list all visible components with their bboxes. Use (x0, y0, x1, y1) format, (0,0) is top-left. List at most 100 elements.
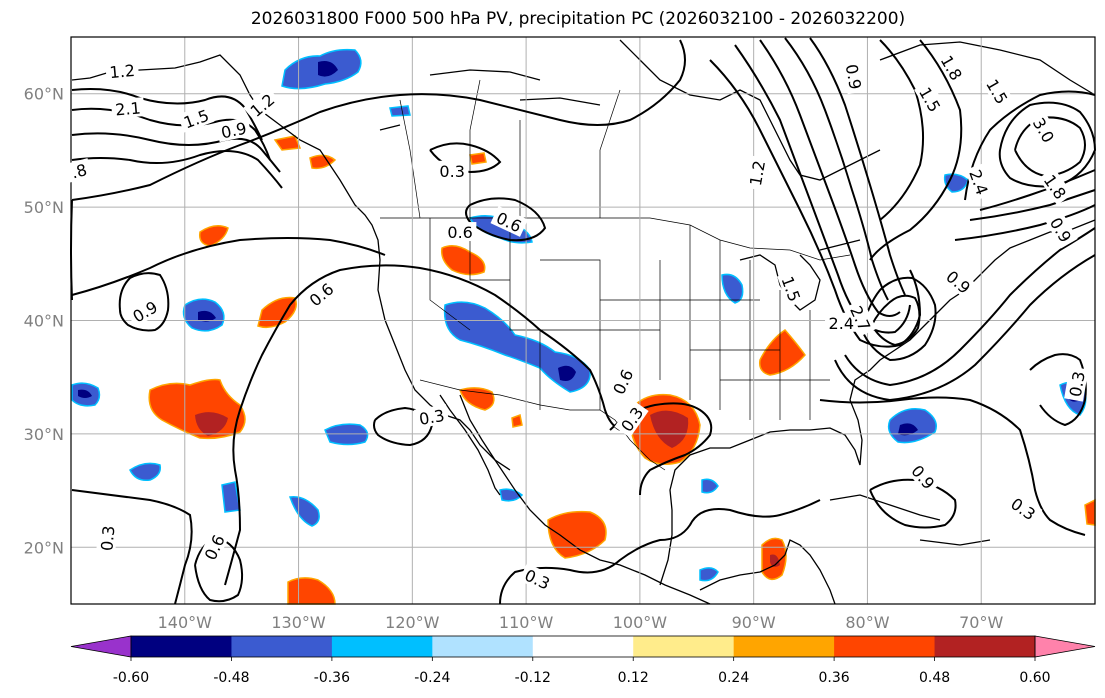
contour-low-6 (954, 204, 1096, 241)
core-atlantic (898, 423, 918, 436)
contour-alaska-4 (71, 150, 283, 189)
colorbar: -0.60 -0.48 -0.36 -0.24 -0.12 0.12 0.24 0.36 0.4… (70, 635, 1096, 686)
contour-label-bg (614, 400, 649, 438)
shade-ab-pos (469, 152, 487, 165)
contour-0p9-pacific (118, 272, 170, 332)
contour-trough-11 (879, 39, 924, 221)
colorbar-label: 0.36 (819, 670, 850, 686)
colorbar-label: 0.24 (718, 670, 749, 686)
core-sw-us (558, 365, 576, 381)
contour-label-bg (243, 86, 281, 123)
lon-label: 90°W (732, 613, 776, 632)
shade-bc-neg (389, 105, 411, 117)
contour-low-1 (998, 101, 1097, 188)
contour-label: 0.9 (842, 58, 867, 95)
lat-label: 20°N (24, 538, 64, 557)
lon-label: 110°W (499, 613, 554, 632)
coastline-west (71, 54, 711, 605)
contour-label-text: 2.4 (829, 314, 854, 333)
colorbar-segment (131, 636, 232, 657)
core-alaska (318, 61, 338, 77)
contour-0p6-ridge (71, 237, 386, 296)
precipitation-shading (71, 48, 1096, 605)
colorbar-over-triangle (1034, 635, 1096, 658)
shade-mx2-pos (511, 413, 523, 428)
contour-label-bg (1004, 491, 1043, 526)
contour-label: 1.5 (177, 103, 215, 133)
contour-trough-7 (871, 294, 921, 347)
shade-pacific-47n-pos (198, 225, 229, 247)
lon-label: 140°W (158, 613, 213, 632)
contour-label-bg (940, 263, 978, 300)
lon-label: 70°W (959, 613, 1003, 632)
contour-trough-9 (834, 254, 1096, 402)
colorbar-segment (331, 636, 433, 657)
contour-0p6-arc (224, 264, 621, 586)
colorbar-segment (432, 636, 534, 657)
colorbar-label: 0.12 (618, 670, 649, 686)
map-title: 2026031800 F000 500 hPa PV, precipitatio… (250, 9, 906, 29)
contour-label-bg (935, 48, 969, 87)
colorbar-label: -0.48 (213, 670, 249, 686)
contour-low-5 (969, 189, 1096, 221)
contour-label-bg (606, 362, 638, 401)
contour-0p3-big (70, 199, 193, 605)
colorbar-segment (231, 636, 333, 657)
contour-label-bg (777, 270, 807, 308)
contour-label-bg (914, 80, 947, 118)
coastline-hudson (619, 39, 1096, 181)
colorbar-segment (633, 636, 735, 657)
colorbar-segment (834, 636, 936, 657)
core-pacific-32n (195, 412, 228, 436)
contour-label-bg (105, 59, 140, 82)
colorbar-segment (733, 636, 835, 657)
contour-0p9-carib (869, 478, 957, 529)
shade-pacific-27n-neg (129, 462, 162, 482)
contour-label-bg (443, 222, 477, 242)
contour-label: 0.9 (215, 116, 252, 143)
coastline-baja (439, 394, 511, 496)
shade-mexico-pos (547, 510, 607, 559)
contour-label-text: 0.3 (439, 162, 464, 181)
contour-low-3 (964, 90, 1096, 201)
contour-label-bg (1044, 210, 1078, 249)
positive-pc-cores (195, 410, 780, 567)
contour-label-bg (302, 276, 340, 312)
contour-label-bg (845, 299, 877, 337)
contour-label-text: 0.3 (1066, 370, 1089, 398)
contour-label-bg (413, 404, 450, 429)
shade-bc-pos (309, 154, 337, 170)
colorbar-frame (130, 635, 1036, 658)
contour-alaska-5 (71, 39, 686, 201)
colorbar-under-triangle (70, 635, 132, 658)
lon-label: 130°W (271, 613, 326, 632)
contour-trough-8 (844, 227, 1096, 387)
contour-label-text: 0.9 (842, 63, 865, 91)
contour-label-text: 0.9 (219, 119, 248, 143)
contour-0p3-atl (819, 396, 1086, 536)
shade-ohio-neg (721, 273, 744, 304)
shade-caribbean-neg (699, 567, 719, 582)
contour-label: 3.0 (1027, 110, 1061, 149)
colorbar-label: -0.36 (314, 670, 350, 686)
contour-label: 0.6 (302, 276, 340, 312)
contour-label-bg (177, 103, 215, 133)
contour-trough-6 (861, 276, 937, 362)
contour-trough-5 (809, 37, 906, 296)
contour-label-bg (905, 458, 942, 496)
contour-low-4 (979, 169, 1096, 211)
contour-label-bg (435, 160, 469, 180)
contour-label: 2.1 (110, 97, 145, 120)
contour-label-bg (981, 72, 1014, 111)
contour-label: 1.5 (777, 270, 807, 308)
contour-0p3-baja (373, 406, 434, 447)
contour-label-text: 2.1 (114, 98, 141, 119)
contour-trough-1 (709, 59, 922, 348)
contour-label-bg (490, 205, 528, 237)
contour-label: 2.4 (825, 312, 858, 333)
contour-label-text: 1.2 (746, 159, 769, 187)
contour-label-bg (1064, 366, 1089, 402)
contour-0p3-gulf (609, 402, 713, 496)
contour-label-bg (842, 58, 867, 95)
contour-label-bg (198, 528, 230, 566)
